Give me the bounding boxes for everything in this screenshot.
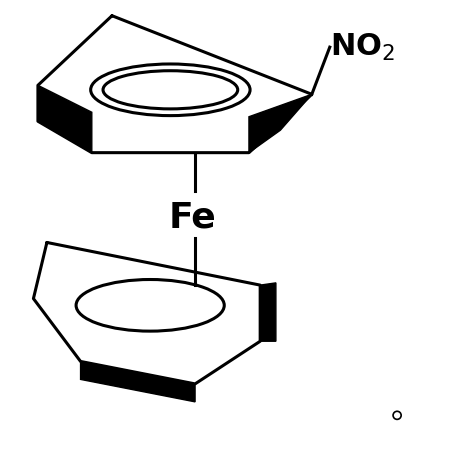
Polygon shape	[81, 361, 195, 402]
Polygon shape	[249, 94, 312, 153]
Polygon shape	[260, 283, 276, 341]
Polygon shape	[38, 85, 92, 153]
Text: NO$_2$: NO$_2$	[330, 31, 395, 63]
Text: Fe: Fe	[169, 201, 217, 235]
